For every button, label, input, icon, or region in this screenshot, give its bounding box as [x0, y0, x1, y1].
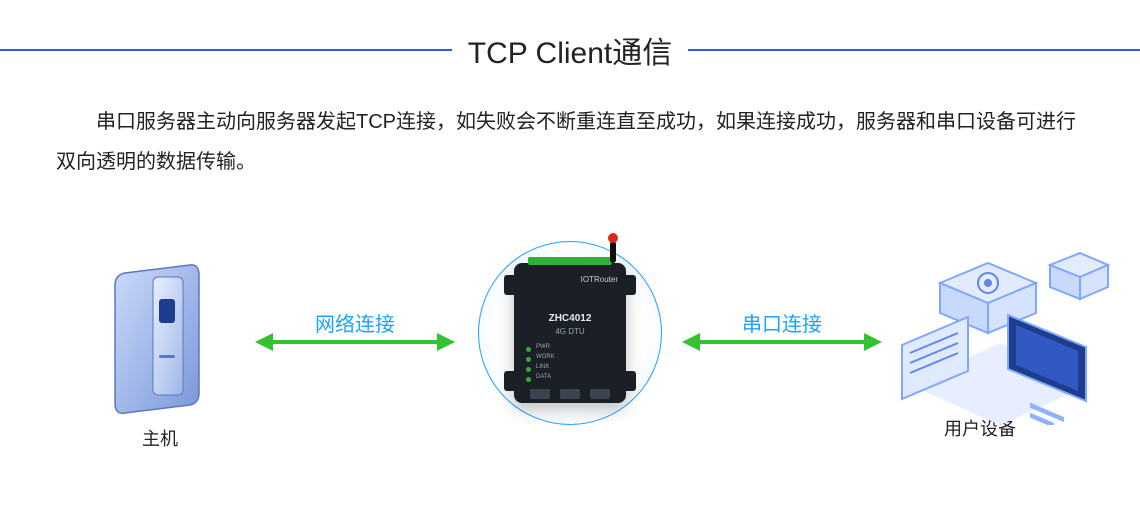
device-ring: IOTRouter ZHC4012 4G DTU PWR WORK LINK D… — [478, 241, 662, 425]
page-title: TCP Client通信 — [468, 28, 673, 72]
title-divider-right — [688, 49, 1140, 51]
host-icon — [95, 255, 225, 415]
user-devices-icon — [880, 235, 1080, 405]
title-row: TCP Client通信 — [0, 0, 1140, 72]
diagram: 主机 网络连接 IOTRouter ZHC4012 4G DTU PWR WOR… — [0, 235, 1140, 495]
description-text: 串口服务器主动向服务器发起TCP连接，如失败会不断重连直至成功，如果连接成功，服… — [0, 72, 1140, 182]
device-node: IOTRouter ZHC4012 4G DTU PWR WORK LINK D… — [478, 241, 662, 425]
arrow-network: 网络连接 — [255, 340, 455, 344]
device-sub: 4G DTU — [514, 327, 626, 336]
title-divider-left — [0, 49, 452, 51]
host-label: 主机 — [95, 425, 225, 451]
host-node: 主机 — [95, 255, 225, 451]
device-brand: IOTRouter — [581, 275, 618, 284]
device-icon: IOTRouter ZHC4012 4G DTU PWR WORK LINK D… — [514, 263, 626, 403]
device-model: ZHC4012 — [514, 313, 626, 324]
user-devices-node: 用户设备 — [880, 235, 1080, 441]
arrow-serial: 串口连接 — [682, 340, 882, 344]
